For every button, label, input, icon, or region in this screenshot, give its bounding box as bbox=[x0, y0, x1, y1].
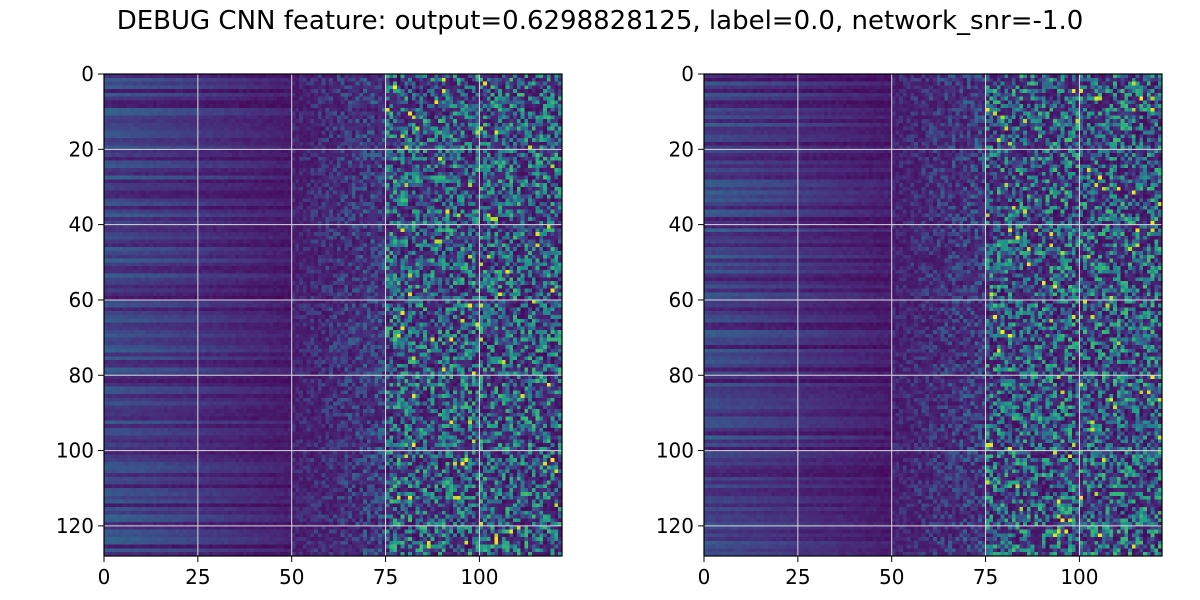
y-tick-label: 0 bbox=[681, 62, 694, 86]
y-tick-label: 80 bbox=[69, 363, 94, 387]
x-tick-label: 0 bbox=[98, 565, 111, 589]
x-tick-label: 100 bbox=[1060, 565, 1098, 589]
y-tick-label: 60 bbox=[669, 288, 694, 312]
y-tick-label: 0 bbox=[81, 62, 94, 86]
x-tick-label: 100 bbox=[460, 565, 498, 589]
y-tick-label: 40 bbox=[69, 213, 94, 237]
heatmap-image bbox=[704, 74, 1162, 556]
heatmap-right: 0 25 50 75 100 0 20 40 60 80 100 120 bbox=[656, 62, 1163, 589]
y-tick-label: 100 bbox=[56, 439, 94, 463]
x-tick-label: 25 bbox=[185, 565, 210, 589]
x-tick-label: 75 bbox=[973, 565, 998, 589]
x-tick-label: 50 bbox=[879, 565, 904, 589]
y-tick-label: 120 bbox=[56, 514, 94, 538]
y-tick-label: 80 bbox=[669, 363, 694, 387]
heatmap-image bbox=[104, 74, 562, 556]
y-tick-label: 100 bbox=[656, 439, 694, 463]
axes-frame bbox=[103, 73, 563, 557]
y-tick-label: 40 bbox=[669, 213, 694, 237]
x-tick-label: 25 bbox=[785, 565, 810, 589]
x-tick-label: 75 bbox=[373, 565, 398, 589]
x-tick-label: 0 bbox=[698, 565, 711, 589]
x-tick-label: 50 bbox=[279, 565, 304, 589]
axes-frame bbox=[703, 73, 1163, 557]
y-tick-label: 120 bbox=[656, 514, 694, 538]
y-tick-label: 60 bbox=[69, 288, 94, 312]
y-tick-label: 20 bbox=[669, 137, 694, 161]
figure-title: DEBUG CNN feature: output=0.6298828125, … bbox=[116, 6, 1084, 36]
y-tick-label: 20 bbox=[69, 137, 94, 161]
heatmap-left: 0 25 50 75 100 0 20 40 60 80 100 120 bbox=[56, 62, 563, 589]
